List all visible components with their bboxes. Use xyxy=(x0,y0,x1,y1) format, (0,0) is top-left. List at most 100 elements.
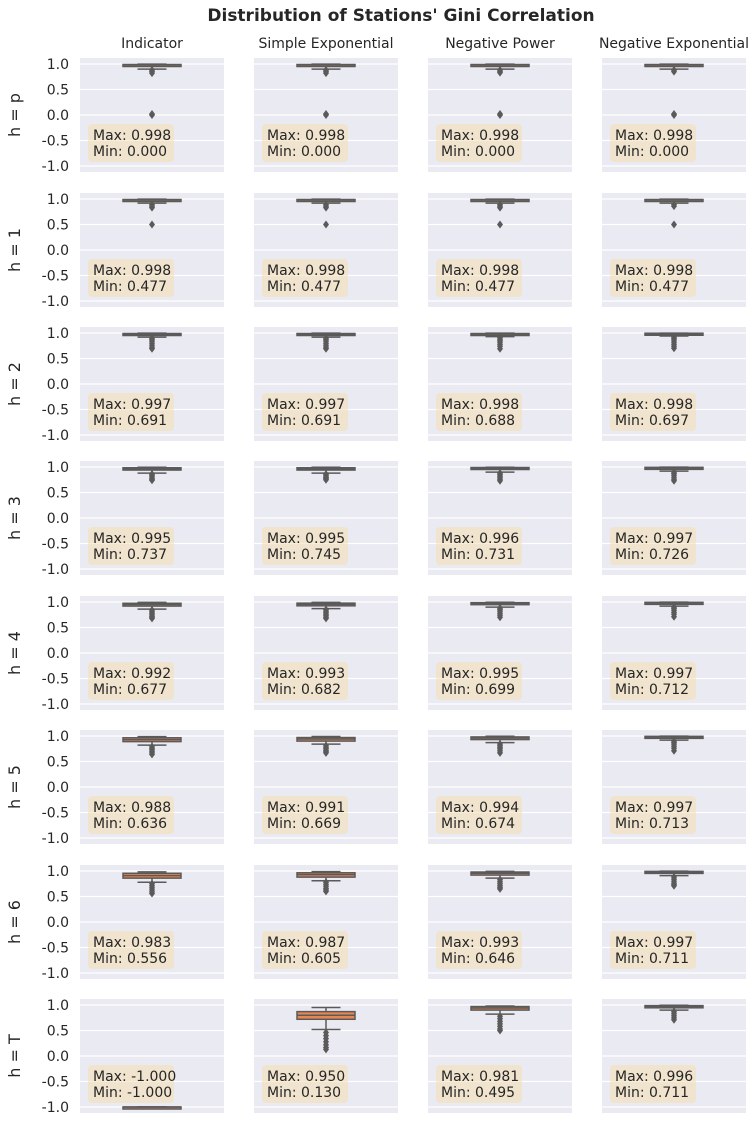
y-tick-label: -0.5 xyxy=(42,941,69,957)
outlier-point xyxy=(149,750,155,759)
figure-title: Distribution of Stations' Gini Correlati… xyxy=(207,6,594,26)
outlier-point xyxy=(497,748,503,757)
y-tick-label: 1.0 xyxy=(47,326,69,342)
column-header: Negative Power xyxy=(445,36,555,52)
stats-annotation-box xyxy=(610,259,696,297)
y-tick-label: -1.0 xyxy=(42,294,69,310)
y-tick-label: 0.0 xyxy=(47,108,69,124)
max-annotation: Max: 0.995 xyxy=(441,666,519,682)
min-annotation: Min: 0.677 xyxy=(93,682,167,698)
max-annotation: Max: 0.996 xyxy=(615,1069,693,1085)
min-annotation: Min: 0.731 xyxy=(441,547,515,563)
max-annotation: Max: 0.992 xyxy=(93,666,171,682)
outlier-point xyxy=(323,220,329,229)
min-annotation: Min: 0.605 xyxy=(267,951,341,967)
y-tick-label: 1.0 xyxy=(47,192,69,208)
stats-annotation-box xyxy=(436,796,522,834)
min-annotation: Min: 0.699 xyxy=(441,682,515,698)
outlier-point xyxy=(497,203,503,212)
outlier-point xyxy=(149,203,155,212)
outlier-point xyxy=(149,889,155,898)
max-annotation: Max: 0.987 xyxy=(267,935,345,951)
stats-annotation-box xyxy=(436,527,522,565)
outlier-point xyxy=(323,1045,329,1054)
min-annotation: Min: 0.691 xyxy=(267,413,341,429)
y-tick-label: 0.0 xyxy=(47,915,69,931)
outlier-point xyxy=(671,881,677,890)
stats-annotation-box xyxy=(262,796,348,834)
stats-annotation-box xyxy=(262,1065,348,1103)
outlier-point xyxy=(671,220,677,229)
max-annotation: Max: 0.993 xyxy=(441,935,519,951)
max-annotation: Max: 0.998 xyxy=(441,128,519,144)
stats-annotation-box xyxy=(88,662,174,700)
max-annotation: Max: 0.997 xyxy=(267,397,345,413)
y-tick-label: -1.0 xyxy=(42,562,69,578)
min-annotation: Min: 0.669 xyxy=(267,816,341,832)
y-tick-label: -0.5 xyxy=(42,403,69,419)
min-annotation: Min: 0.737 xyxy=(93,547,167,563)
stats-annotation-box xyxy=(436,393,522,431)
outlier-point xyxy=(497,613,503,622)
y-tick-label: 0.5 xyxy=(47,486,69,502)
outlier-point xyxy=(671,202,677,211)
min-annotation: Min: 0.646 xyxy=(441,951,515,967)
stats-annotation-box xyxy=(88,1065,174,1103)
outlier-point xyxy=(323,614,329,623)
y-tick-label: 0.0 xyxy=(47,511,69,527)
outlier-point xyxy=(497,220,503,229)
outlier-point xyxy=(671,1015,677,1024)
stats-annotation-box xyxy=(88,124,174,162)
stats-annotation-box xyxy=(436,259,522,297)
stats-annotation-box xyxy=(262,259,348,297)
outlier-point xyxy=(497,884,503,893)
min-annotation: Min: 0.000 xyxy=(615,144,689,160)
outlier-point xyxy=(149,344,155,353)
max-annotation: Max: -1.000 xyxy=(93,1069,176,1085)
row-label: h = 6 xyxy=(5,900,24,944)
min-annotation: Min: 0.477 xyxy=(615,279,689,295)
outlier-point xyxy=(497,344,503,353)
min-annotation: Min: 0.477 xyxy=(441,279,515,295)
column-header: Negative Exponential xyxy=(599,36,749,52)
y-tick-label: 0.5 xyxy=(47,755,69,771)
outlier-point xyxy=(671,111,677,119)
outlier-point xyxy=(323,203,329,212)
min-annotation: Min: 0.000 xyxy=(441,144,515,160)
min-annotation: Min: 0.682 xyxy=(267,682,341,698)
stats-annotation-box xyxy=(436,1065,522,1103)
stats-annotation-box xyxy=(262,393,348,431)
outlier-point xyxy=(671,67,677,76)
row-label: h = 1 xyxy=(5,228,24,272)
y-tick-label: 1.0 xyxy=(47,460,69,476)
max-annotation: Max: 0.988 xyxy=(93,800,171,816)
min-annotation: Min: 0.713 xyxy=(615,816,689,832)
y-tick-label: 0.5 xyxy=(47,890,69,906)
max-annotation: Max: 0.998 xyxy=(615,263,693,279)
y-tick-label: -1.0 xyxy=(42,159,69,175)
y-tick-label: 0.5 xyxy=(47,621,69,637)
y-tick-label: -1.0 xyxy=(42,697,69,713)
y-tick-label: 0.0 xyxy=(47,377,69,393)
y-tick-label: -1.0 xyxy=(42,831,69,847)
outlier-point xyxy=(497,68,503,77)
y-tick-label: 1.0 xyxy=(47,595,69,611)
max-annotation: Max: 0.998 xyxy=(615,397,693,413)
row-label: h = 3 xyxy=(5,496,24,540)
y-tick-label: 0.0 xyxy=(47,1049,69,1065)
row-label: h = T xyxy=(5,1034,24,1078)
